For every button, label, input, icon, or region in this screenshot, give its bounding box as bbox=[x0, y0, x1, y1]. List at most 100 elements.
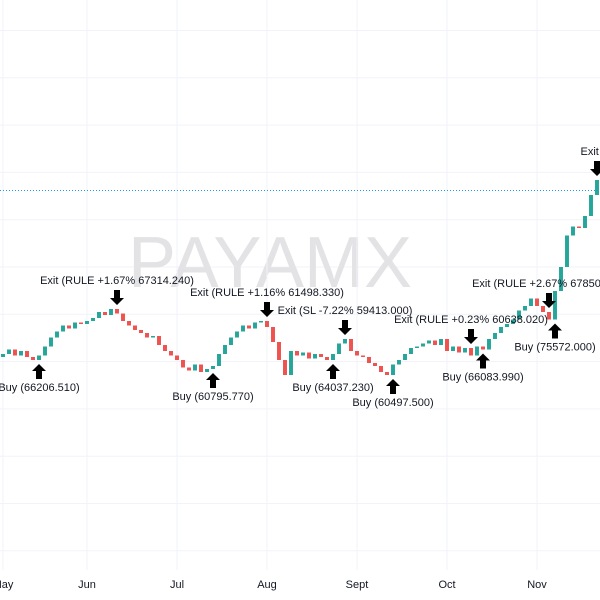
candle bbox=[43, 346, 47, 356]
candle bbox=[529, 298, 533, 306]
candle bbox=[133, 325, 137, 330]
candle bbox=[283, 360, 287, 375]
exit-label: Exit (RULE +2.67% 67850.000) bbox=[472, 278, 600, 290]
candle bbox=[277, 342, 281, 360]
candle bbox=[97, 312, 101, 318]
candle bbox=[493, 333, 497, 339]
candle bbox=[169, 351, 173, 356]
candle bbox=[343, 339, 347, 344]
candle bbox=[439, 339, 443, 345]
candle bbox=[523, 306, 527, 311]
candle bbox=[427, 340, 431, 344]
candle bbox=[589, 195, 593, 216]
candle bbox=[145, 333, 149, 338]
exit-label: Exit (SL -7.22% 59413.000) bbox=[278, 305, 413, 317]
candle bbox=[361, 355, 365, 357]
candle bbox=[337, 343, 341, 354]
candle bbox=[223, 345, 227, 354]
candle bbox=[355, 351, 359, 356]
exit-arrow bbox=[542, 293, 556, 308]
candle bbox=[295, 351, 299, 356]
candle bbox=[313, 354, 317, 359]
buy-label: Buy (75572.000) bbox=[514, 341, 595, 353]
candle bbox=[31, 357, 35, 360]
candle bbox=[445, 339, 449, 351]
candle bbox=[565, 235, 569, 267]
candle bbox=[265, 321, 269, 327]
candle bbox=[121, 313, 125, 321]
candle bbox=[463, 348, 467, 353]
buy-label: Buy (66206.510) bbox=[0, 382, 80, 394]
candle bbox=[217, 354, 221, 366]
x-tick-label: Aug bbox=[257, 579, 277, 591]
candle bbox=[61, 325, 65, 332]
exit-arrow bbox=[590, 161, 600, 176]
candle bbox=[475, 346, 479, 356]
exit-label: Exit (RULE +0.23% 60638.020) bbox=[394, 314, 548, 326]
x-tick-label: Nov bbox=[527, 579, 547, 591]
candle bbox=[67, 325, 71, 329]
candle bbox=[325, 357, 329, 360]
x-tick-label: May bbox=[0, 579, 14, 591]
candle bbox=[247, 325, 251, 329]
candle bbox=[49, 337, 53, 347]
candle bbox=[409, 348, 413, 354]
buy-label: Buy (60795.770) bbox=[172, 391, 253, 403]
candle bbox=[289, 351, 293, 375]
candle bbox=[499, 327, 503, 333]
exit-label: Exit (R bbox=[581, 146, 600, 158]
candle bbox=[451, 346, 455, 351]
candle bbox=[415, 346, 419, 348]
candle bbox=[577, 226, 581, 228]
buy-label: Buy (64037.230) bbox=[292, 382, 373, 394]
buy-arrow bbox=[206, 373, 220, 388]
candle bbox=[85, 321, 89, 324]
candle bbox=[25, 351, 29, 357]
candle bbox=[307, 352, 311, 359]
candle bbox=[103, 312, 107, 315]
candle bbox=[13, 349, 17, 356]
candle bbox=[7, 349, 11, 354]
candle bbox=[73, 322, 77, 329]
candle bbox=[373, 363, 377, 366]
candle bbox=[19, 351, 23, 356]
exit-arrow bbox=[260, 302, 274, 317]
candle bbox=[79, 322, 83, 324]
candle bbox=[229, 337, 233, 345]
exit-arrow bbox=[110, 290, 124, 305]
candle bbox=[1, 354, 5, 357]
buy-arrow bbox=[548, 323, 562, 339]
candle bbox=[469, 348, 473, 356]
candle bbox=[139, 330, 143, 333]
candle bbox=[301, 352, 305, 356]
candle bbox=[253, 322, 257, 329]
exit-arrow bbox=[464, 329, 478, 344]
candle bbox=[115, 309, 119, 314]
candle bbox=[559, 267, 563, 291]
candle bbox=[235, 331, 239, 338]
buy-arrow bbox=[326, 364, 340, 379]
candle bbox=[583, 216, 587, 228]
candle bbox=[331, 354, 335, 360]
buy-label: Buy (60497.500) bbox=[352, 397, 433, 409]
candle bbox=[199, 364, 203, 372]
candle bbox=[211, 366, 215, 369]
candle bbox=[271, 327, 275, 342]
candle bbox=[547, 312, 551, 320]
candle bbox=[205, 369, 209, 372]
candle bbox=[553, 291, 557, 320]
buy-arrow bbox=[476, 353, 490, 369]
candle bbox=[595, 180, 599, 195]
candle bbox=[511, 319, 515, 324]
candle bbox=[457, 346, 461, 353]
candle bbox=[55, 331, 59, 338]
exit-label: Exit (RULE +1.16% 61498.330) bbox=[190, 287, 344, 299]
candle bbox=[37, 355, 41, 360]
candle bbox=[379, 366, 383, 372]
x-tick-label: Sept bbox=[346, 579, 369, 591]
candle bbox=[535, 298, 539, 306]
watermark: PAYAMX bbox=[128, 223, 412, 303]
candle bbox=[397, 360, 401, 365]
candle bbox=[187, 367, 191, 371]
